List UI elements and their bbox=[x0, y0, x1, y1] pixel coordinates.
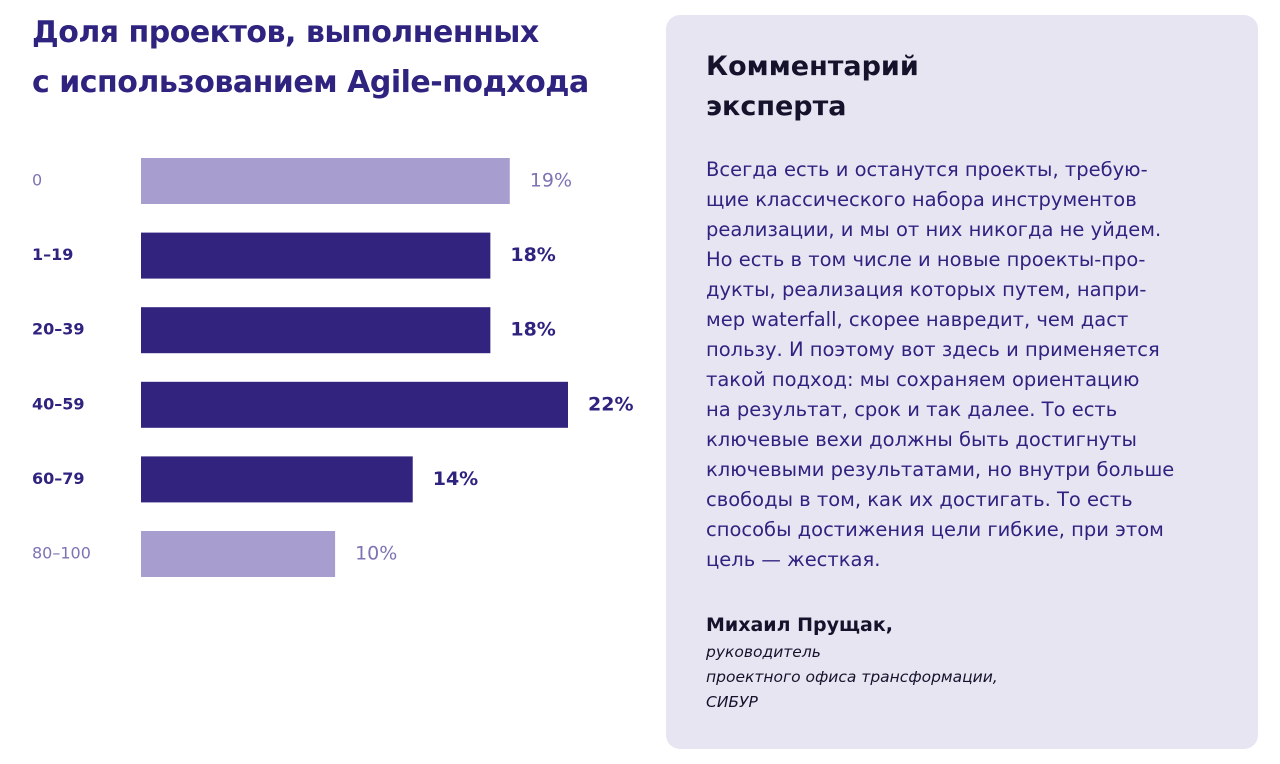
quote-line: цель — жесткая. bbox=[706, 548, 881, 571]
value-label: 19% bbox=[530, 170, 572, 192]
chart-title-line: с использованием Agile-подхода bbox=[32, 65, 589, 100]
expert-comment-heading: Комментарий эксперта bbox=[706, 47, 919, 127]
author-role-line: руководитель bbox=[706, 643, 821, 661]
author-role: руководитель проектного офиса трансформа… bbox=[706, 640, 998, 715]
category-label: 1–19 bbox=[32, 245, 73, 264]
bar bbox=[141, 531, 336, 577]
quote-line: свободы в том, как их достигать. То есть bbox=[706, 488, 1133, 511]
author-name: Михаил Прущак, bbox=[706, 614, 893, 636]
quote-line: реализации, и мы от них никогда не уйдем… bbox=[706, 218, 1162, 241]
quote-line: мер waterfall, скорее навредит, чем даст bbox=[706, 308, 1129, 331]
chart-title: Доля проектов, выполненных с использован… bbox=[32, 8, 652, 108]
quote-line: на результат, срок и так далее. То есть bbox=[706, 398, 1118, 421]
value-label: 22% bbox=[588, 393, 633, 415]
quote-line: такой подход: мы сохраняем ориентацию bbox=[706, 368, 1140, 391]
expert-comment-panel: Комментарий эксперта Всегда есть и остан… bbox=[666, 15, 1258, 749]
quote-line: ключевыми результатами, но внутри больше bbox=[706, 458, 1175, 481]
category-label: 60–79 bbox=[32, 469, 85, 488]
expert-quote: Всегда есть и останутся проекты, требую-… bbox=[706, 155, 1246, 575]
quote-line: пользу. И поэтому вот здесь и применяетс… bbox=[706, 338, 1160, 361]
bar-chart: 0 19% 1–19 18% 20–39 18% 40–59 22% 60–79 14% 80–10… bbox=[32, 158, 633, 577]
quote-line: щие классического набора инструментов bbox=[706, 188, 1137, 211]
quote-line: Всегда есть и останутся проекты, требую- bbox=[706, 158, 1148, 181]
heading-line: эксперта bbox=[706, 91, 847, 122]
bar bbox=[141, 158, 510, 204]
author-role-line: СИБУР bbox=[706, 693, 758, 711]
bar bbox=[141, 456, 413, 503]
value-label: 18% bbox=[510, 319, 555, 341]
value-label: 10% bbox=[355, 543, 397, 565]
value-label: 18% bbox=[510, 244, 555, 266]
bar bbox=[141, 232, 491, 279]
quote-line: способы достижения цели гибкие, при этом bbox=[706, 518, 1164, 541]
category-label: 0 bbox=[32, 171, 42, 190]
quote-line: Но есть в том числе и новые проекты-про- bbox=[706, 248, 1146, 271]
value-label: 14% bbox=[433, 468, 478, 490]
quote-line: ключевые вехи должны быть достигнуты bbox=[706, 428, 1137, 451]
category-label: 40–59 bbox=[32, 394, 85, 413]
quote-line: дукты, реализация которых путем, напри- bbox=[706, 278, 1147, 301]
author-role-line: проектного офиса трансформации, bbox=[706, 668, 998, 686]
category-label: 20–39 bbox=[32, 320, 85, 339]
heading-line: Комментарий bbox=[706, 51, 919, 82]
category-label: 80–100 bbox=[32, 544, 91, 563]
chart-title-line: Доля проектов, выполненных bbox=[32, 15, 539, 50]
bar bbox=[141, 381, 568, 428]
bar bbox=[141, 307, 491, 354]
